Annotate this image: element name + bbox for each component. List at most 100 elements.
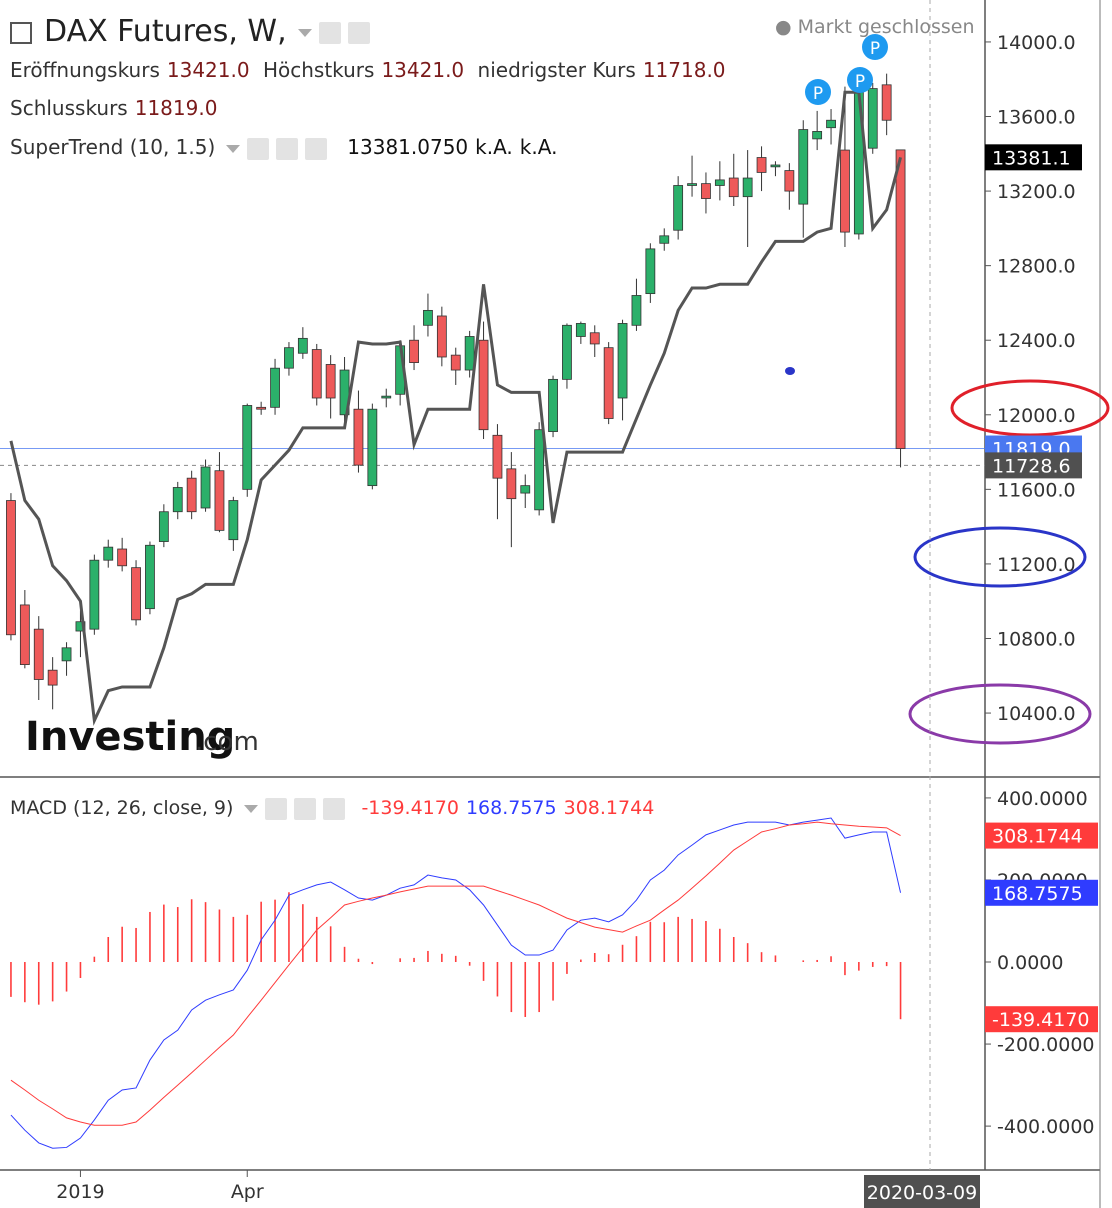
title-row: DAX Futures, W, (10, 14, 377, 49)
candle-body (770, 164, 781, 168)
candle-body (131, 567, 141, 621)
eye-icon[interactable] (247, 137, 270, 160)
candle-body (548, 378, 558, 432)
event-marker (862, 34, 888, 60)
candle-body (506, 468, 517, 500)
candle-body (895, 149, 906, 449)
indicator-value: k.A. (519, 135, 558, 159)
indicator-value: k.A. (475, 135, 513, 159)
ohlc-row: Eröffnungskurs 13421.0 Höchstkurs 13421.0 … (10, 58, 733, 82)
candle-body (617, 323, 628, 399)
macd-value: 168.7575 (465, 797, 557, 819)
macd-legend: MACD (12, 26, close, 9) -139.4170 168.7575… (10, 797, 661, 820)
candle-body (645, 248, 656, 295)
dropdown[interactable] (244, 804, 259, 813)
candle-body (562, 324, 572, 380)
event-markers: P P P (805, 34, 888, 105)
candle-body (284, 347, 294, 369)
candle-body (673, 185, 684, 231)
y-tick-label: 12800.0 (997, 256, 1076, 278)
ohlc-value: 13421.0 (166, 58, 250, 82)
crosshair-label: 11728.6 (992, 455, 1071, 477)
candle-body (297, 337, 308, 354)
eye-icon[interactable] (265, 797, 288, 820)
y-tick-label: 11200.0 (997, 554, 1076, 576)
candle-body (812, 131, 823, 140)
candle-body (325, 364, 336, 399)
supertrend-line (9, 90, 902, 726)
candle-body (353, 408, 364, 466)
collapse-button[interactable] (10, 21, 32, 44)
candle-body (867, 88, 878, 149)
candle-body (6, 500, 16, 636)
candle-body (367, 408, 378, 487)
signal-value: 308.1744 (563, 797, 655, 819)
candle-body (534, 429, 545, 511)
annotation-ellipse (913, 526, 1087, 588)
candle-body (33, 628, 44, 680)
y-tick-label: 12400.0 (997, 330, 1076, 352)
crosshair-label-box (985, 452, 1082, 479)
logo-brand: Investing (25, 714, 235, 760)
annotation-ellipse (950, 379, 1110, 437)
candle-body (256, 406, 267, 410)
y-tick-label: -400.0000 (997, 1116, 1095, 1138)
candle-body (311, 349, 322, 399)
y-tick-label: -200.0000 (997, 1034, 1095, 1056)
x-tick-label: 2019 (56, 1181, 104, 1203)
event-label: P (855, 72, 865, 92)
event-marker (847, 67, 873, 93)
dropdown[interactable] (226, 144, 241, 153)
candle-body (381, 395, 392, 399)
candle-body (436, 315, 447, 358)
candle-body (603, 347, 614, 419)
crosshair-date-box (864, 1175, 980, 1208)
candle-body (75, 621, 86, 632)
status-text: Markt geschlossen (797, 16, 975, 38)
candle-body (464, 336, 475, 371)
y-tick-label: 12000.0 (997, 405, 1076, 427)
candle-body (186, 477, 197, 513)
supertrend-axis-label: 13381.1 (992, 147, 1071, 169)
candle-body (103, 546, 114, 561)
indicator-value: 13381.0750 (347, 135, 469, 159)
candle-body (589, 332, 600, 345)
ohlc-row: Schlusskurs 11819.0 (10, 96, 224, 120)
dropdown[interactable] (297, 28, 312, 37)
remove-icon[interactable] (305, 137, 328, 160)
candle-body (145, 544, 155, 610)
settings-icon[interactable] (294, 797, 317, 820)
macd-title: MACD (12, 26, close, 9) (10, 797, 234, 819)
candle-body (228, 500, 239, 541)
candle-body (575, 323, 586, 337)
settings-icon[interactable] (347, 21, 370, 44)
event-label: P (813, 84, 823, 104)
market-status: ● Markt geschlossen (775, 16, 975, 38)
histogram-value: -139.4170 (361, 797, 459, 819)
y-tick-label: 10800.0 (997, 628, 1076, 650)
candle-body (631, 295, 642, 326)
histogram-axis-label-box (985, 1006, 1098, 1033)
macd-axis-label: 168.7575 (992, 883, 1083, 905)
event-label: P (870, 39, 880, 59)
signal-axis-label: 308.1744 (992, 826, 1083, 848)
candle-body (840, 149, 850, 233)
candle-body (701, 183, 711, 199)
candle-body (742, 177, 753, 198)
histogram-axis-label: -139.4170 (992, 1009, 1090, 1031)
settings-icon[interactable] (276, 137, 299, 160)
event-marker (805, 79, 831, 105)
candle-body (200, 466, 211, 509)
annotation-dot (785, 367, 795, 375)
candle-body (714, 179, 725, 186)
remove-icon[interactable] (323, 797, 346, 820)
supertrend-axis-label-box (985, 144, 1082, 171)
macd-line (10, 817, 902, 1149)
eye-icon[interactable] (318, 21, 341, 44)
x-tick-label: Apr (231, 1181, 264, 1203)
candle-body (158, 511, 169, 542)
ohlc-value: 11819.0 (134, 96, 218, 120)
ohlc-value: 11718.0 (642, 58, 726, 82)
